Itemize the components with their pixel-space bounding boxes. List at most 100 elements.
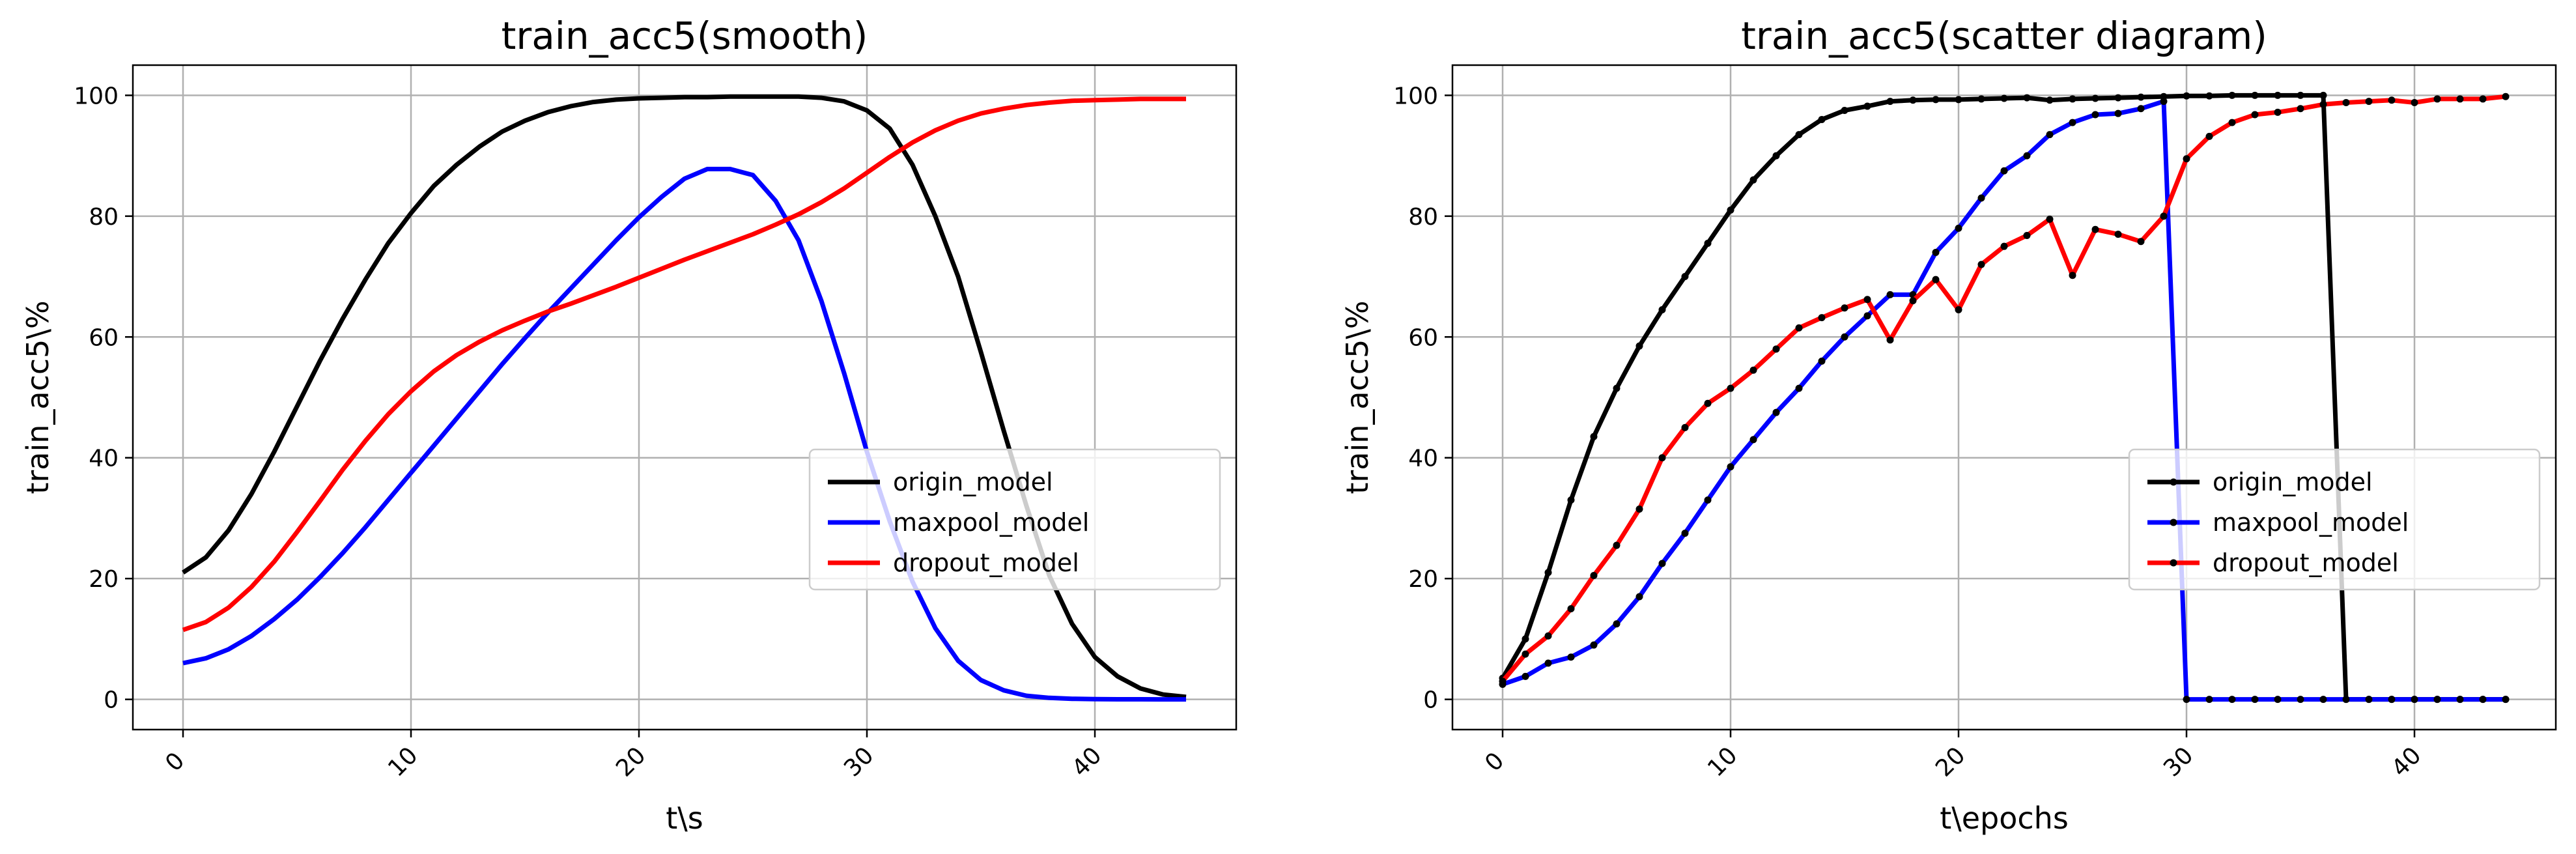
data-point-maxpool_model bbox=[1544, 659, 1552, 667]
legend-frame bbox=[808, 448, 1221, 591]
y-tick-label: 40 bbox=[1408, 446, 1438, 472]
data-point-origin_model bbox=[1749, 176, 1757, 184]
data-point-origin_model bbox=[1932, 96, 1940, 104]
data-point-maxpool_model bbox=[1977, 194, 1985, 202]
data-point-dropout_model bbox=[2205, 132, 2213, 140]
data-point-origin_model bbox=[2091, 94, 2099, 102]
data-point-maxpool_model bbox=[1932, 248, 1940, 256]
y-tick-label: 0 bbox=[1423, 687, 1438, 714]
series-line-maxpool_model bbox=[1501, 99, 2506, 702]
data-point-origin_model bbox=[1613, 384, 1621, 392]
data-point-dropout_model bbox=[1727, 384, 1734, 392]
y-tick-label: 60 bbox=[89, 324, 119, 351]
data-point-maxpool_model bbox=[2228, 696, 2236, 704]
data-point-maxpool_model bbox=[1658, 560, 1666, 567]
data-point-dropout_model bbox=[1590, 572, 1598, 580]
data-point-dropout_model bbox=[2319, 100, 2327, 108]
legend-marker-maxpool_model bbox=[2170, 519, 2177, 526]
y-tick-label: 60 bbox=[1408, 324, 1438, 351]
data-point-dropout_model bbox=[1795, 324, 1803, 332]
data-point-dropout_model bbox=[1886, 336, 1894, 344]
x-axis-label: t\s bbox=[666, 801, 703, 836]
data-point-maxpool_model bbox=[2319, 696, 2327, 704]
data-point-dropout_model bbox=[2137, 238, 2145, 246]
data-point-dropout_model bbox=[1567, 605, 1575, 613]
data-point-dropout_model bbox=[2000, 242, 2008, 250]
data-point-maxpool_model bbox=[2160, 98, 2168, 106]
data-point-maxpool_model bbox=[1818, 357, 1826, 365]
legend-label-origin_model: origin_model bbox=[2213, 468, 2373, 496]
data-point-dropout_model bbox=[2160, 212, 2168, 220]
data-point-maxpool_model bbox=[1727, 463, 1734, 471]
data-point-maxpool_model bbox=[1635, 593, 1643, 601]
data-point-origin_model bbox=[2114, 94, 2122, 102]
y-axis-label: train_acc5\% bbox=[20, 300, 55, 494]
plot-area-frame bbox=[1451, 64, 2557, 731]
data-point-maxpool_model bbox=[1567, 653, 1575, 661]
y-tick-label: 80 bbox=[89, 204, 119, 231]
data-point-maxpool_model bbox=[1522, 672, 1529, 680]
data-point-origin_model bbox=[1977, 95, 1985, 103]
data-point-maxpool_model bbox=[2342, 696, 2350, 704]
data-point-origin_model bbox=[1635, 342, 1643, 350]
data-point-dropout_model bbox=[1932, 276, 1940, 283]
legend-label-dropout_model: dropout_model bbox=[2213, 548, 2399, 577]
data-point-origin_model bbox=[1727, 206, 1734, 214]
legend-frame bbox=[2128, 448, 2541, 591]
plot-area-frame bbox=[132, 64, 1238, 731]
data-point-dropout_model bbox=[1772, 345, 1780, 353]
legend-label-maxpool_model: maxpool_model bbox=[2213, 508, 2409, 537]
x-tick-label: 30 bbox=[839, 742, 879, 782]
data-point-maxpool_model bbox=[1749, 436, 1757, 444]
y-tick-label: 80 bbox=[1408, 204, 1438, 231]
data-point-maxpool_model bbox=[2091, 111, 2099, 119]
data-point-maxpool_model bbox=[1681, 530, 1689, 537]
data-point-origin_model bbox=[2205, 92, 2213, 100]
data-point-origin_model bbox=[2069, 95, 2076, 103]
data-point-origin_model bbox=[1795, 131, 1803, 139]
data-point-origin_model bbox=[2297, 91, 2304, 99]
data-point-maxpool_model bbox=[2046, 131, 2054, 139]
data-point-dropout_model bbox=[2502, 93, 2510, 100]
data-point-maxpool_model bbox=[2479, 696, 2487, 704]
legend-marker-dropout_model bbox=[2170, 559, 2177, 567]
data-point-dropout_model bbox=[2274, 108, 2282, 116]
data-point-origin_model bbox=[1863, 102, 1871, 110]
data-point-dropout_model bbox=[2046, 215, 2054, 223]
legend: origin_model maxpool_model dropout_model bbox=[808, 448, 1221, 591]
data-point-maxpool_model bbox=[2069, 119, 2076, 126]
data-point-dropout_model bbox=[2411, 98, 2418, 106]
data-point-origin_model bbox=[1567, 496, 1575, 504]
data-point-dropout_model bbox=[2365, 98, 2373, 106]
data-point-dropout_model bbox=[1658, 454, 1666, 462]
data-point-origin_model bbox=[1544, 569, 1552, 576]
data-point-dropout_model bbox=[1681, 423, 1689, 431]
data-point-maxpool_model bbox=[2114, 109, 2122, 117]
data-point-dropout_model bbox=[2023, 231, 2031, 239]
data-point-dropout_model bbox=[1818, 314, 1826, 322]
x-tick-label: 10 bbox=[1703, 742, 1742, 782]
y-axis-label: train_acc5\% bbox=[1340, 300, 1375, 494]
data-point-origin_model bbox=[1704, 240, 1712, 248]
data-point-maxpool_model bbox=[2411, 696, 2418, 704]
data-point-maxpool_model bbox=[1863, 312, 1871, 320]
x-tick-label: 40 bbox=[2386, 742, 2426, 782]
y-tick-label: 40 bbox=[89, 446, 119, 472]
data-point-dropout_model bbox=[1841, 304, 1848, 312]
data-point-origin_model bbox=[2228, 91, 2236, 99]
x-tick-label: 10 bbox=[383, 742, 423, 782]
x-tick-label: 0 bbox=[1480, 747, 1509, 776]
x-tick-label: 20 bbox=[611, 742, 651, 782]
data-point-origin_model bbox=[2000, 94, 2008, 102]
data-point-origin_model bbox=[1955, 96, 1962, 104]
legend: origin_model maxpool_model dropout_model bbox=[2128, 448, 2541, 591]
x-tick-label: 20 bbox=[1931, 742, 1970, 782]
data-point-maxpool_model bbox=[1955, 224, 1962, 232]
data-point-maxpool_model bbox=[2000, 167, 2008, 175]
y-tick-label: 100 bbox=[1393, 83, 1438, 109]
series-line-maxpool_model bbox=[182, 167, 1186, 702]
data-point-dropout_model bbox=[1635, 505, 1643, 513]
data-point-dropout_model bbox=[2183, 155, 2190, 163]
data-point-origin_model bbox=[2046, 96, 2054, 104]
